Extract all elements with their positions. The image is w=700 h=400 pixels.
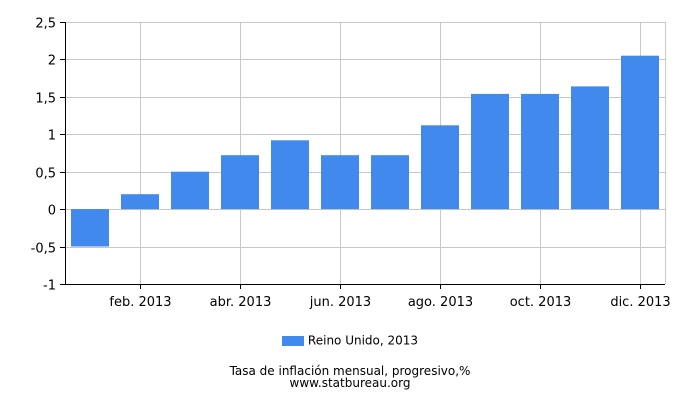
y-tick-label: -1 <box>43 279 56 294</box>
y-tick-label: 0 <box>48 204 56 219</box>
source-url: www.statbureau.org <box>289 376 411 390</box>
y-tick-label: 2 <box>48 54 56 69</box>
axes <box>60 22 665 289</box>
y-axis-labels: 2,5 2 1,5 1 0,5 0 -0,5 -1 <box>31 17 56 294</box>
y-tick-label: 2,5 <box>35 17 56 32</box>
legend-label: Reino Unido, 2013 <box>307 333 419 348</box>
bars <box>71 55 659 247</box>
bar <box>521 93 559 210</box>
x-tick-label: dic. 2013 <box>610 295 670 310</box>
bar <box>621 55 659 210</box>
bar <box>321 155 359 210</box>
bar <box>571 86 609 210</box>
bar <box>171 171 209 210</box>
bar <box>471 93 509 210</box>
x-tick-label: abr. 2013 <box>210 295 272 310</box>
bar <box>421 125 459 210</box>
bar <box>371 155 409 210</box>
x-tick-label: jun. 2013 <box>309 295 371 310</box>
bar-chart: 2,5 2 1,5 1 0,5 0 -0,5 -1 feb. 2013 abr. 2013 jun… <box>31 17 671 311</box>
y-tick-label: 0,5 <box>35 167 56 182</box>
y-tick-label: 1,5 <box>35 92 56 107</box>
bar <box>221 155 259 210</box>
legend-swatch <box>281 335 304 346</box>
x-tick-label: feb. 2013 <box>109 295 171 310</box>
x-tick-label: ago. 2013 <box>408 295 473 310</box>
bar <box>271 140 309 210</box>
x-tick-label: oct. 2013 <box>510 295 572 310</box>
bar <box>71 209 109 247</box>
legend: Reino Unido, 2013 <box>0 333 700 348</box>
chart-caption: Tasa de inflación mensual, progresivo,% <box>229 364 471 378</box>
x-axis-labels: feb. 2013 abr. 2013 jun. 2013 ago. 2013 oct.… <box>109 295 670 310</box>
bar <box>121 194 159 210</box>
y-tick-label: -0,5 <box>31 242 56 257</box>
y-tick-label: 1 <box>48 129 56 144</box>
